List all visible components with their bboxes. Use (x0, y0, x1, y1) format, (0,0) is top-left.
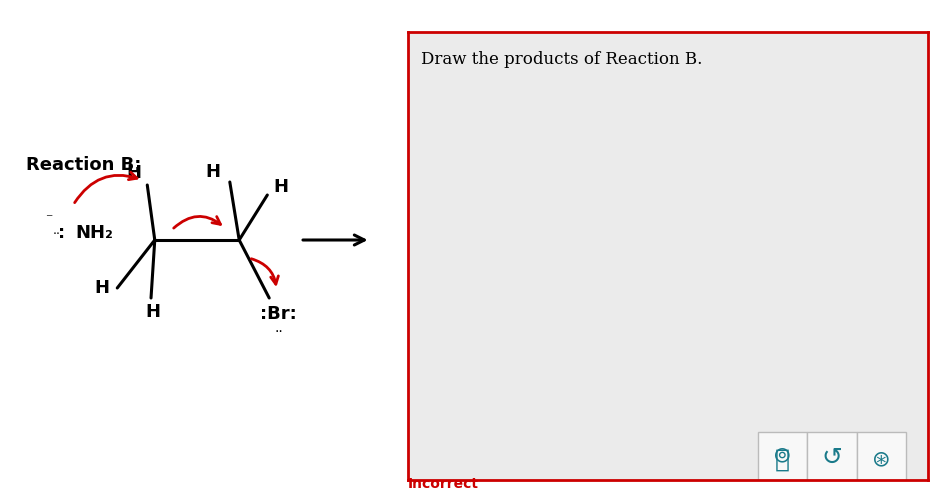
Text: ⌕: ⌕ (775, 448, 790, 472)
Text: H: H (273, 178, 288, 196)
FancyBboxPatch shape (856, 432, 906, 488)
Text: H: H (95, 279, 110, 297)
Text: H: H (205, 163, 220, 181)
Text: ⋅⋅: ⋅⋅ (53, 229, 60, 242)
Text: Reaction B:: Reaction B: (26, 156, 142, 174)
Text: ⋅⋅: ⋅⋅ (274, 325, 283, 339)
Text: ⁻: ⁻ (45, 212, 53, 226)
FancyBboxPatch shape (807, 432, 856, 488)
Text: Incorrect: Incorrect (408, 477, 479, 491)
Text: ⊚: ⊚ (773, 446, 792, 465)
Text: H: H (145, 303, 160, 321)
FancyBboxPatch shape (758, 432, 807, 488)
Text: ↺: ↺ (822, 446, 842, 470)
Text: Draw the products of Reaction B.: Draw the products of Reaction B. (421, 51, 703, 68)
Text: :Br:: :Br: (260, 305, 297, 323)
Text: :: : (58, 224, 66, 242)
Text: ⊛: ⊛ (872, 450, 890, 470)
Text: H: H (127, 164, 142, 182)
Text: NH₂: NH₂ (75, 224, 113, 242)
